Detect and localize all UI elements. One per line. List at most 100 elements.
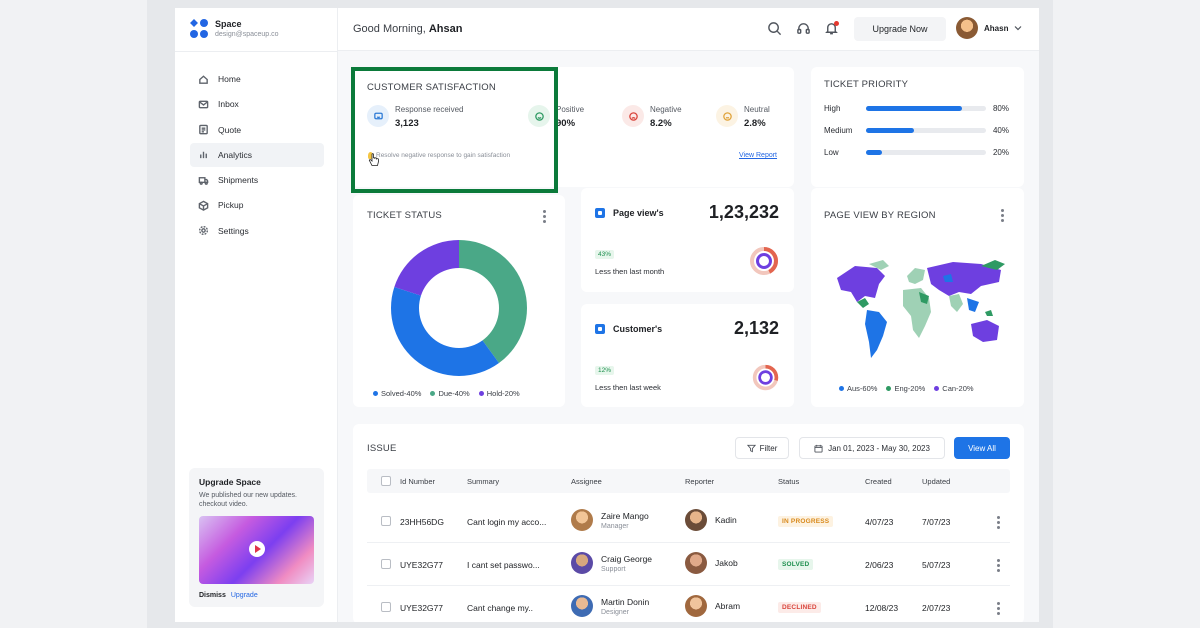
- sidebar-item-analytics[interactable]: Analytics: [190, 142, 324, 167]
- sidebar-item-settings[interactable]: Settings: [190, 219, 324, 243]
- sidebar-item-inbox[interactable]: Inbox: [190, 92, 324, 116]
- issue-card: ISSUE Filter Jan 01, 2023 - May 30, 2023…: [353, 424, 1024, 622]
- sidebar-item-label: Settings: [218, 225, 249, 236]
- view-all-button[interactable]: View All: [954, 437, 1010, 459]
- gear-icon: [198, 226, 209, 236]
- page-views-header: Page view's: [595, 208, 664, 218]
- page-views-card: Page view's 1,23,232 43% Less then last …: [581, 188, 794, 292]
- bell-icon[interactable]: [824, 21, 839, 36]
- greeting-user-name: Ahsan: [428, 23, 463, 35]
- sidebar-item-home[interactable]: Home: [190, 67, 324, 91]
- positive-stat: Positive 90%: [528, 105, 584, 129]
- row-checkbox[interactable]: [381, 602, 391, 612]
- quote-icon: [199, 124, 208, 135]
- issue-summary: Cant login my acco...: [467, 517, 547, 527]
- sidebar-item-label: Analytics: [218, 149, 253, 160]
- reporter: Abram: [685, 595, 740, 617]
- home-icon: [199, 74, 208, 84]
- legend-aus: Aus-60%: [839, 384, 877, 393]
- priority-value: 20%: [992, 148, 1009, 157]
- analytics-icon: [200, 152, 207, 159]
- response-received-stat: Response received 3,123: [367, 105, 463, 129]
- card-title: PAGE VIEW BY REGION: [824, 210, 936, 221]
- created-date: 2/06/23: [865, 560, 894, 570]
- priority-label: Medium: [824, 126, 853, 135]
- search-icon[interactable]: [767, 21, 782, 36]
- donut-slice-solved: [459, 240, 527, 364]
- row-actions-icon[interactable]: [997, 516, 1001, 530]
- region-card: PAGE VIEW BY REGION Aus-60% Eng-20% Can-…: [811, 188, 1024, 407]
- created-date: 12/08/23: [865, 603, 899, 613]
- greeting: Good Morning, Ahsan: [353, 23, 463, 35]
- customers-badge: 12%: [595, 366, 615, 375]
- assignee-name: Craig George: [601, 553, 653, 564]
- filter-icon: [746, 444, 756, 452]
- play-icon[interactable]: [249, 541, 265, 557]
- card-title: TICKET PRIORITY: [824, 79, 909, 90]
- view-report-link[interactable]: View Report: [739, 152, 778, 159]
- reporter: Kadin: [685, 509, 737, 531]
- row-actions-icon[interactable]: [997, 602, 1001, 616]
- message-icon: [367, 105, 389, 127]
- priority-label: High: [824, 104, 841, 113]
- column-header: Summary: [467, 477, 500, 486]
- region-legend: Aus-60% Eng-20% Can-20%: [839, 384, 974, 393]
- donut-slice-hold: [394, 240, 459, 296]
- card-title: ISSUE: [367, 443, 397, 454]
- assignee-role: Manager: [601, 522, 629, 530]
- assignee: Zaire Mango Manager: [571, 509, 649, 531]
- status-badge: IN PROGRESS: [778, 516, 834, 527]
- priority-bar: [866, 128, 986, 133]
- row-checkbox[interactable]: [381, 559, 391, 569]
- table-row[interactable]: 23HH56DG Cant login my acco... Zaire Man…: [367, 500, 1010, 543]
- select-all-checkbox[interactable]: [381, 476, 391, 486]
- smile-icon: [528, 105, 550, 127]
- upgrade-video-thumbnail[interactable]: [199, 516, 314, 584]
- sidebar-item-label: Quote: [218, 124, 242, 135]
- stat-value: 90%: [556, 118, 576, 129]
- table-row[interactable]: UYE32G77 I cant set passwo... Craig Geor…: [367, 543, 1010, 586]
- row-checkbox[interactable]: [381, 516, 391, 526]
- brand-name: Space: [215, 19, 242, 29]
- legend-due: Due-40%: [430, 389, 470, 398]
- brand[interactable]: Space design@spaceup.co: [189, 19, 279, 39]
- more-options-icon[interactable]: [1001, 209, 1005, 223]
- customers-subtext: Less then last week: [595, 383, 661, 392]
- lightbulb-icon: [368, 152, 373, 159]
- legend-can: Can-20%: [934, 384, 974, 393]
- more-options-icon[interactable]: [543, 210, 547, 224]
- table-header: Id Number Summary Assignee Reporter Stat…: [367, 469, 1010, 493]
- neutral-stat: Neutral 2.8%: [716, 105, 770, 129]
- table-row[interactable]: UYE32G77 Cant change my.. Martin Donin De…: [367, 586, 1010, 622]
- date-range-picker[interactable]: Jan 01, 2023 - May 30, 2023: [799, 437, 945, 459]
- page-view-icon: [595, 208, 605, 218]
- reporter-name: Abram: [715, 601, 741, 611]
- updated-date: 2/07/23: [922, 603, 951, 613]
- user-menu[interactable]: Ahasn: [956, 17, 1022, 39]
- notification-dot: [834, 21, 839, 26]
- upgrade-now-button[interactable]: Upgrade Now: [854, 17, 946, 41]
- row-actions-icon[interactable]: [997, 559, 1001, 573]
- priority-row-low: Low 20%: [824, 148, 1009, 157]
- upgrade-link[interactable]: Upgrade: [230, 592, 258, 599]
- dismiss-link[interactable]: Dismiss: [199, 592, 226, 599]
- updated-date: 7/07/23: [922, 517, 951, 527]
- customers-header: Customer's: [595, 324, 662, 334]
- top-header: Good Morning, Ahsan Upgrade Now Ahasn: [338, 8, 1039, 51]
- priority-row-medium: Medium 40%: [824, 126, 1009, 135]
- avatar: [571, 509, 593, 531]
- headset-icon[interactable]: [796, 21, 811, 36]
- sidebar-item-pickup[interactable]: Pickup: [190, 193, 324, 217]
- world-map: [837, 260, 1005, 358]
- page-views-ring: [750, 247, 778, 275]
- priority-bar-fill: [866, 150, 882, 155]
- assignee-role: Designer: [601, 608, 630, 616]
- page-views-subtext: Less then last month: [595, 267, 665, 276]
- filter-button[interactable]: Filter: [735, 437, 789, 459]
- sidebar-item-quote[interactable]: Quote: [190, 118, 324, 142]
- avatar: [685, 552, 707, 574]
- sidebar-item-shipments[interactable]: Shipments: [190, 168, 324, 192]
- reporter-name: Jakob: [715, 558, 738, 568]
- sidebar: Space design@spaceup.co Home Inbox Quote…: [175, 8, 338, 622]
- chevron-down-icon: [1015, 26, 1022, 31]
